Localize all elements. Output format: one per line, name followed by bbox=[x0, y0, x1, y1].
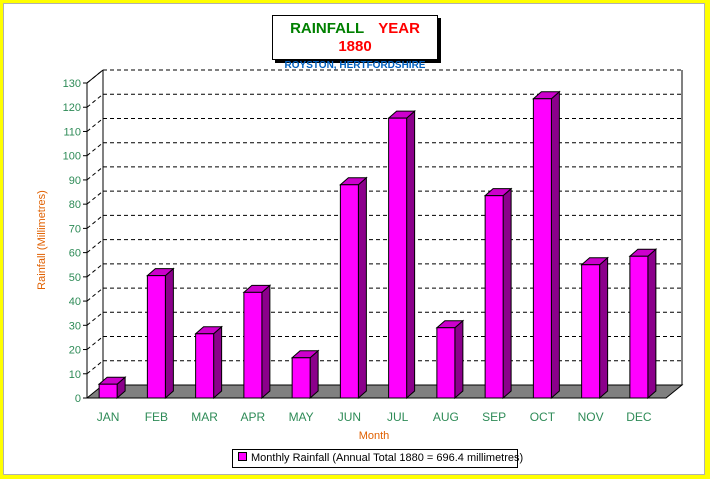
y-tick-label: 90 bbox=[69, 175, 81, 187]
gridline-side bbox=[86, 214, 104, 229]
bar-side bbox=[406, 110, 416, 400]
chart-title: RAINFALL YEAR 1880 bbox=[273, 20, 437, 56]
x-tick-label: AUG bbox=[433, 410, 459, 424]
gridline-side bbox=[86, 263, 104, 278]
gridline-side bbox=[86, 142, 104, 157]
y-axis-title: Rainfall (Millimetres) bbox=[36, 190, 48, 290]
y-tick-label: 60 bbox=[69, 248, 81, 260]
legend-swatch bbox=[238, 452, 247, 461]
x-tick-label: JUL bbox=[387, 410, 409, 424]
bar bbox=[146, 275, 166, 399]
x-tick-label: FEB bbox=[145, 410, 168, 424]
bar-side bbox=[213, 325, 223, 400]
y-tick-label: 40 bbox=[69, 296, 81, 308]
x-tick-label: NOV bbox=[578, 410, 604, 424]
x-tick-label: OCT bbox=[530, 410, 556, 424]
bar bbox=[388, 117, 408, 399]
x-tick-label: MAY bbox=[289, 410, 314, 424]
y-tick-label: 50 bbox=[69, 272, 81, 284]
bar-side bbox=[164, 267, 174, 400]
bar bbox=[629, 255, 649, 399]
x-tick-label: SEP bbox=[482, 410, 506, 424]
bar bbox=[581, 264, 601, 399]
x-axis-title: Month bbox=[358, 430, 390, 442]
gridline-side bbox=[86, 287, 104, 302]
y-axis-top bbox=[86, 69, 104, 84]
x-tick-label: DEC bbox=[626, 410, 652, 424]
gridline-side bbox=[86, 166, 104, 181]
gridline-side bbox=[86, 190, 104, 205]
gridline-side bbox=[86, 93, 104, 108]
y-tick-label: 130 bbox=[63, 78, 81, 90]
y-tick-label: 120 bbox=[63, 102, 81, 114]
x-tick-label: APR bbox=[241, 410, 266, 424]
bar-side bbox=[309, 349, 319, 400]
y-tick-label: 80 bbox=[69, 199, 81, 211]
gridline-side bbox=[86, 239, 104, 254]
gridline-side bbox=[86, 118, 104, 132]
chart-legend: Monthly Rainfall (Annual Total 1880 = 69… bbox=[232, 449, 523, 468]
bar bbox=[243, 291, 263, 399]
bar-side bbox=[454, 319, 464, 400]
x-tick-label: MAR bbox=[191, 410, 218, 424]
y-tick-label: 10 bbox=[69, 369, 81, 381]
legend-label: Monthly Rainfall (Annual Total 1880 = 69… bbox=[251, 452, 524, 464]
x-tick-label: JUN bbox=[338, 410, 361, 424]
gridline-side bbox=[86, 360, 104, 375]
bar bbox=[98, 383, 118, 399]
bar bbox=[339, 184, 359, 399]
chart-title-part2: YEAR 1880 bbox=[338, 20, 420, 55]
bar bbox=[532, 98, 552, 399]
bar bbox=[484, 195, 504, 399]
bar-side bbox=[502, 187, 512, 400]
chart-title-box: RAINFALL YEAR 1880 ROYSTON, HERTFORDSHIRE bbox=[272, 15, 438, 71]
bar bbox=[436, 327, 456, 399]
y-tick-label: 70 bbox=[69, 223, 81, 235]
x-tick-label: JAN bbox=[97, 410, 120, 424]
y-tick-label: 20 bbox=[69, 345, 81, 357]
chart-subtitle: ROYSTON, HERTFORDSHIRE bbox=[284, 60, 426, 71]
bar-side bbox=[550, 90, 560, 400]
y-tick-label: 0 bbox=[75, 393, 81, 405]
bar-side bbox=[357, 176, 367, 400]
gridline-side bbox=[86, 336, 104, 350]
y-tick-label: 110 bbox=[63, 126, 81, 138]
chart-title-part1: RAINFALL bbox=[290, 20, 365, 37]
gridline-side bbox=[86, 311, 104, 326]
bar bbox=[291, 357, 311, 399]
bar-side bbox=[599, 256, 609, 400]
bar-side bbox=[647, 248, 657, 400]
bar bbox=[195, 333, 215, 399]
y-tick-label: 30 bbox=[69, 320, 81, 332]
y-tick-label: 100 bbox=[63, 151, 81, 163]
bar-side bbox=[261, 284, 271, 400]
